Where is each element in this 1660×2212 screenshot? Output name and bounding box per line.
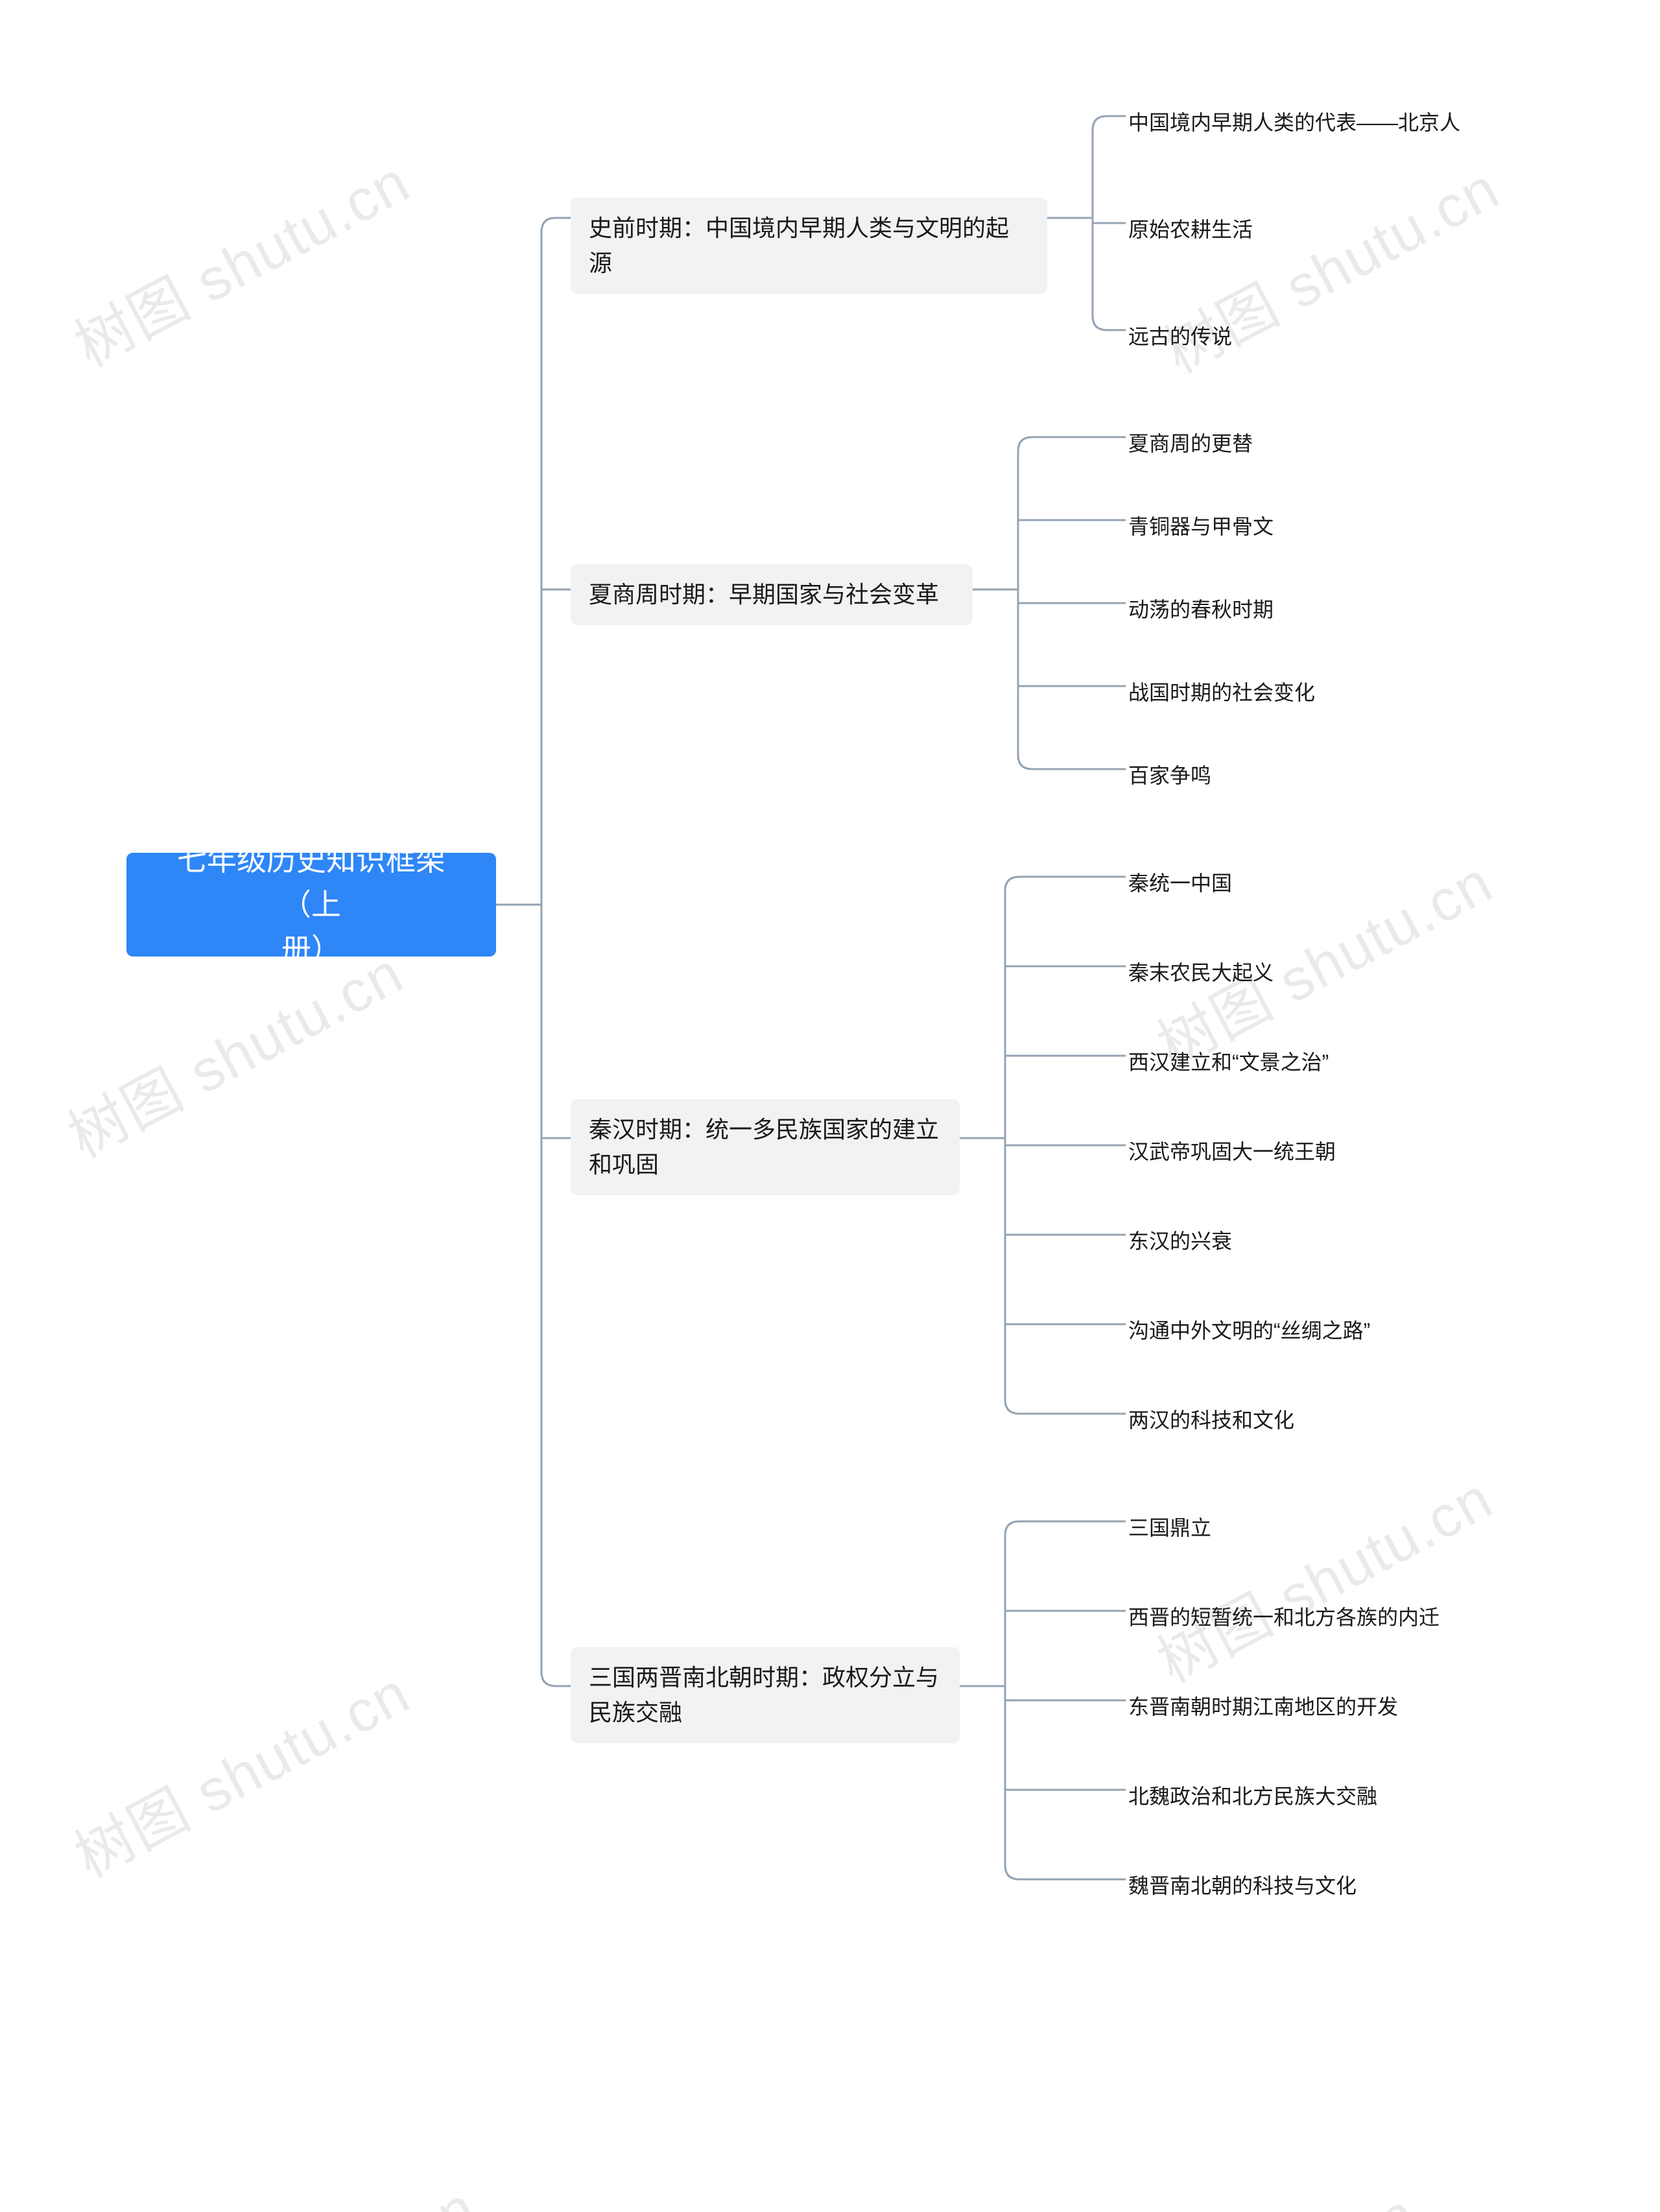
branch-label: 夏商周时期：早期国家与社会变革 xyxy=(589,577,939,612)
leaf-node-2-2[interactable]: 西汉建立和“文景之治” xyxy=(1128,1040,1329,1084)
watermark-4: 树图 shutu.cn xyxy=(58,1647,422,1894)
leaf-label: 北魏政治和北方民族大交融 xyxy=(1128,1781,1377,1812)
leaf-label: 中国境内早期人类的代表——北京人 xyxy=(1128,107,1460,138)
leaf-node-0-0[interactable]: 中国境内早期人类的代表——北京人 xyxy=(1128,101,1460,145)
leaf-node-3-1[interactable]: 西晋的短暂统一和北方各族的内迁 xyxy=(1128,1595,1440,1639)
leaf-label: 远古的传说 xyxy=(1128,321,1232,352)
leaf-label: 青铜器与甲骨文 xyxy=(1128,511,1274,542)
leaf-label: 秦统一中国 xyxy=(1128,868,1232,899)
watermark-5: 树图 shutu.cn xyxy=(1141,1452,1505,1699)
watermark-0: 树图 shutu.cn xyxy=(58,136,422,383)
watermark-6: .cn xyxy=(384,2174,488,2212)
watermark-7: .cn xyxy=(1324,2181,1428,2212)
leaf-node-2-1[interactable]: 秦末农民大起义 xyxy=(1128,951,1274,995)
leaf-node-1-3[interactable]: 战国时期的社会变化 xyxy=(1128,671,1315,715)
leaf-node-3-0[interactable]: 三国鼎立 xyxy=(1128,1506,1211,1550)
leaf-node-3-2[interactable]: 东晋南朝时期江南地区的开发 xyxy=(1128,1685,1398,1729)
mindmap-canvas: 七年级历史知识框架（上册） 史前时期：中国境内早期人类与文明的起源 中国境内早期人类… xyxy=(0,0,1660,2212)
leaf-node-0-2[interactable]: 远古的传说 xyxy=(1128,315,1232,359)
leaf-label: 两汉的科技和文化 xyxy=(1128,1405,1294,1436)
leaf-node-3-4[interactable]: 魏晋南北朝的科技与文化 xyxy=(1128,1864,1357,1908)
leaf-node-3-3[interactable]: 北魏政治和北方民族大交融 xyxy=(1128,1774,1377,1818)
branch-label: 史前时期：中国境内早期人类与文明的起源 xyxy=(589,211,1029,281)
branch-node-3[interactable]: 三国两晋南北朝时期：政权分立与民族交融 xyxy=(571,1647,960,1743)
leaf-label: 动荡的春秋时期 xyxy=(1128,594,1274,625)
leaf-node-1-4[interactable]: 百家争鸣 xyxy=(1128,754,1211,798)
root-node[interactable]: 七年级历史知识框架（上册） xyxy=(126,853,496,957)
leaf-node-2-3[interactable]: 汉武帝巩固大一统王朝 xyxy=(1128,1130,1336,1174)
branch-node-0[interactable]: 史前时期：中国境内早期人类与文明的起源 xyxy=(571,198,1047,294)
root-label: 七年级历史知识框架（上册） xyxy=(152,838,470,972)
leaf-label: 东汉的兴衰 xyxy=(1128,1226,1232,1257)
leaf-label: 秦末农民大起义 xyxy=(1128,957,1274,988)
branch-label: 秦汉时期：统一多民族国家的建立和巩固 xyxy=(589,1112,939,1182)
leaf-label: 西晋的短暂统一和北方各族的内迁 xyxy=(1128,1602,1440,1633)
branch-node-2[interactable]: 秦汉时期：统一多民族国家的建立和巩固 xyxy=(571,1099,960,1195)
leaf-node-1-1[interactable]: 青铜器与甲骨文 xyxy=(1128,505,1274,549)
leaf-node-1-0[interactable]: 夏商周的更替 xyxy=(1128,422,1253,466)
leaf-label: 魏晋南北朝的科技与文化 xyxy=(1128,1870,1357,1901)
leaf-node-0-1[interactable]: 原始农耕生活 xyxy=(1128,208,1253,252)
leaf-node-2-4[interactable]: 东汉的兴衰 xyxy=(1128,1219,1232,1263)
branch-label: 三国两晋南北朝时期：政权分立与民族交融 xyxy=(589,1660,939,1730)
leaf-label: 战国时期的社会变化 xyxy=(1128,677,1315,708)
leaf-label: 西汉建立和“文景之治” xyxy=(1128,1047,1329,1078)
branch-node-1[interactable]: 夏商周时期：早期国家与社会变革 xyxy=(571,564,973,625)
leaf-label: 三国鼎立 xyxy=(1128,1512,1211,1543)
leaf-label: 夏商周的更替 xyxy=(1128,428,1253,459)
leaf-label: 百家争鸣 xyxy=(1128,760,1211,791)
leaf-node-2-6[interactable]: 两汉的科技和文化 xyxy=(1128,1398,1294,1442)
leaf-node-1-2[interactable]: 动荡的春秋时期 xyxy=(1128,588,1274,632)
leaf-node-2-0[interactable]: 秦统一中国 xyxy=(1128,861,1232,905)
leaf-label: 东晋南朝时期江南地区的开发 xyxy=(1128,1691,1398,1722)
leaf-label: 沟通中外文明的“丝绸之路” xyxy=(1128,1315,1370,1346)
leaf-label: 原始农耕生活 xyxy=(1128,214,1253,245)
leaf-node-2-5[interactable]: 沟通中外文明的“丝绸之路” xyxy=(1128,1309,1370,1353)
leaf-label: 汉武帝巩固大一统王朝 xyxy=(1128,1136,1336,1167)
